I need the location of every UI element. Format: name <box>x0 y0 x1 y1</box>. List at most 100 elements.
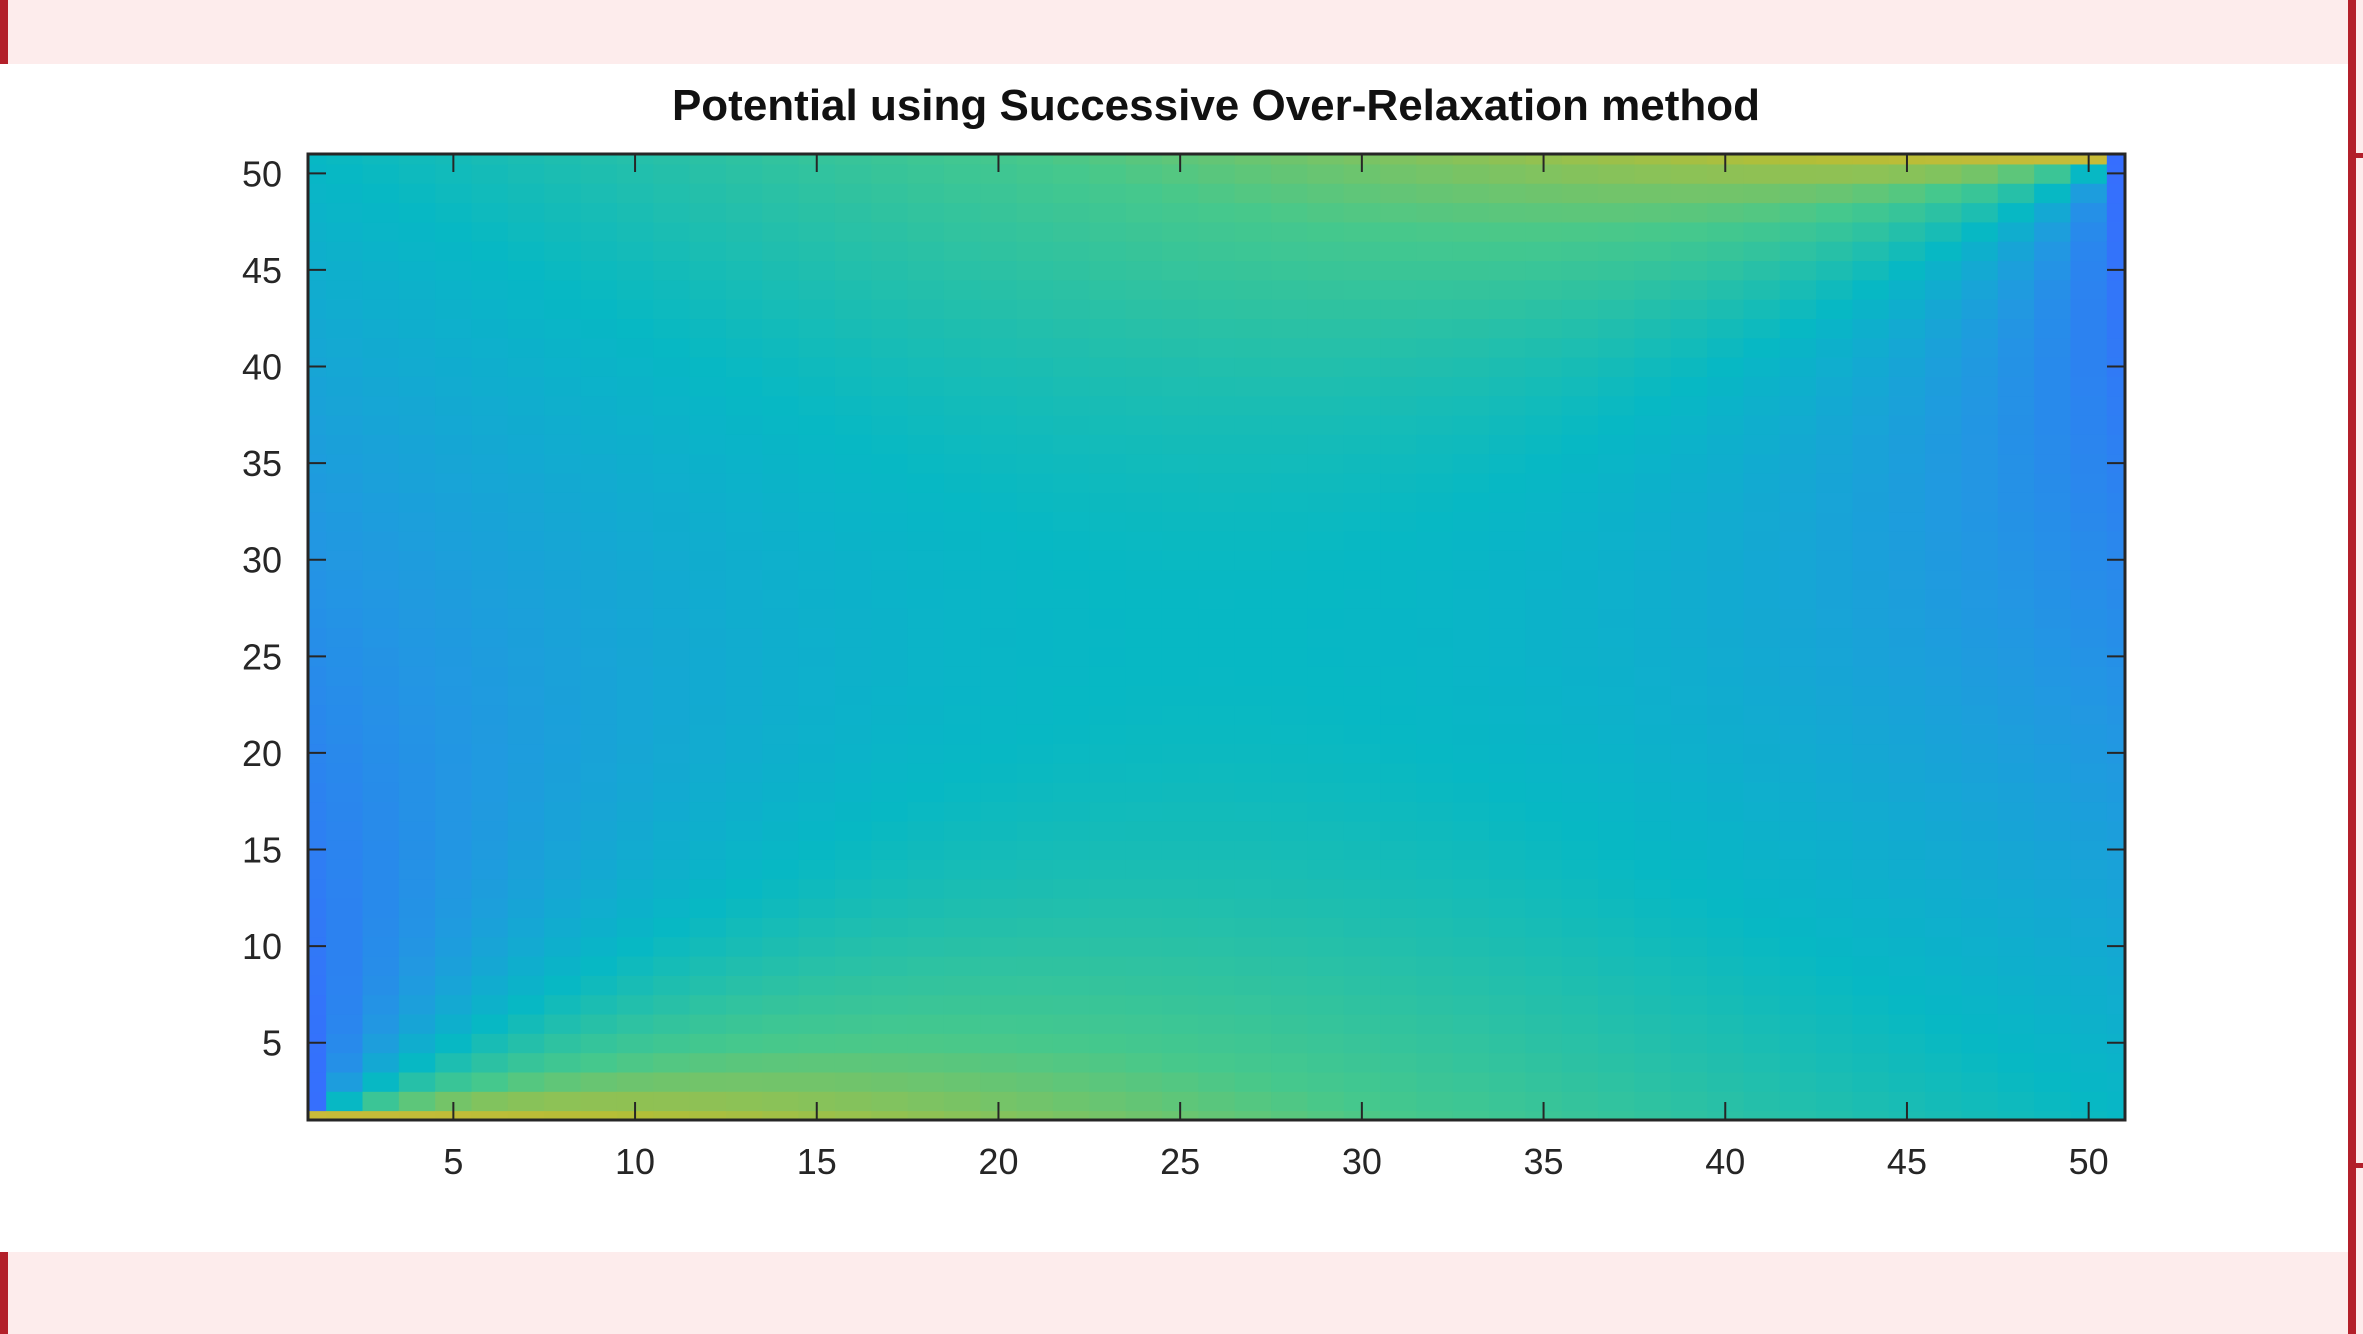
heatmap-cell <box>1670 704 1708 725</box>
heatmap-cell <box>1598 530 1636 551</box>
heatmap-cell <box>871 897 909 918</box>
heatmap-cell <box>1670 356 1708 377</box>
heatmap-cell <box>1634 1110 1672 1120</box>
heatmap-cell <box>689 453 727 474</box>
heatmap-cell <box>762 627 800 648</box>
heatmap-cell <box>616 1091 655 1112</box>
heatmap-cell <box>1307 627 1345 648</box>
heatmap-cell <box>1961 154 1999 165</box>
heatmap-cell <box>1016 569 1054 590</box>
heatmap-cell <box>871 1052 909 1073</box>
heatmap-cell <box>1852 704 1890 725</box>
x-tick-label: 25 <box>1160 1141 1200 1182</box>
heatmap-cell <box>1234 260 1272 281</box>
heatmap-cell <box>1525 182 1563 204</box>
heatmap-cell <box>1961 472 1999 493</box>
heatmap-cell <box>1234 859 1272 880</box>
heatmap-cell <box>1525 530 1563 551</box>
heatmap-cell <box>653 337 691 358</box>
heatmap-cell <box>1925 260 1963 281</box>
heatmap-cell <box>1452 704 1490 725</box>
heatmap-cell <box>1452 588 1490 609</box>
heatmap-cell <box>2070 453 2108 474</box>
heatmap-cell <box>2034 994 2072 1015</box>
heatmap-cell <box>1852 1033 1890 1054</box>
y-tick-label: 25 <box>242 636 282 677</box>
heatmap-cell <box>1089 318 1127 339</box>
heatmap-cell <box>871 453 909 474</box>
heatmap-cell <box>471 530 509 551</box>
heatmap-cell <box>1052 588 1091 609</box>
heatmap-cell <box>1525 704 1563 725</box>
heatmap-cell <box>834 154 873 165</box>
heatmap-cell <box>907 917 945 938</box>
heatmap-cell <box>2070 627 2108 648</box>
heatmap-cell <box>398 994 436 1015</box>
heatmap-cell <box>653 1013 691 1034</box>
heatmap-cell <box>1961 298 1999 320</box>
heatmap-cell <box>1452 414 1490 435</box>
heatmap-cell <box>689 897 727 918</box>
heatmap-cell <box>1743 723 1781 745</box>
heatmap-cell <box>308 994 327 1015</box>
heatmap-cell <box>1598 975 1636 996</box>
heatmap-cell <box>398 743 436 764</box>
heatmap-cell <box>1561 453 1599 474</box>
heatmap-cell <box>398 897 436 918</box>
heatmap-cell <box>980 936 1018 957</box>
heatmap-cell <box>907 1013 945 1034</box>
heatmap-cell <box>1743 917 1781 938</box>
heatmap-cell <box>1380 453 1418 474</box>
heatmap-cell <box>1852 221 1890 242</box>
heatmap-cell <box>1816 279 1854 300</box>
heatmap-cell <box>725 318 764 339</box>
heatmap-cell <box>1525 588 1563 609</box>
heatmap-cell <box>1743 955 1781 976</box>
heatmap-cell <box>1961 453 1999 474</box>
heatmap-cell <box>907 994 945 1015</box>
heatmap-cell <box>1271 704 1309 725</box>
heatmap-cell <box>1161 627 1200 648</box>
heatmap-cell <box>1816 936 1854 957</box>
heatmap-cell <box>308 665 327 687</box>
heatmap-cell <box>1343 182 1381 204</box>
heatmap-cell <box>653 550 691 571</box>
heatmap-cell <box>1779 569 1817 590</box>
heatmap-cell <box>1271 781 1309 803</box>
heatmap-cell <box>1489 550 1527 571</box>
heatmap-cell <box>1561 994 1599 1015</box>
heatmap-cell <box>1925 608 1963 629</box>
heatmap-cell <box>943 1013 982 1034</box>
heatmap-cell <box>1489 434 1527 455</box>
heatmap-cell <box>326 395 364 416</box>
heatmap-cell <box>1161 1013 1200 1034</box>
heatmap-cell <box>435 994 473 1015</box>
heatmap-cell <box>1307 955 1345 976</box>
heatmap-cell <box>1779 723 1817 745</box>
heatmap-cell <box>580 511 618 532</box>
heatmap-cell <box>398 414 436 435</box>
heatmap-cell <box>471 434 509 455</box>
heatmap-cell <box>798 202 836 223</box>
heatmap-cell <box>435 685 473 706</box>
heatmap-cell <box>1016 1110 1054 1120</box>
heatmap-cell <box>1779 240 1817 262</box>
heatmap-cell <box>980 569 1018 590</box>
heatmap-cell <box>871 994 909 1015</box>
heatmap-cell <box>907 202 945 223</box>
heatmap-cell <box>1198 781 1236 803</box>
heatmap-cell <box>762 897 800 918</box>
heatmap-cell <box>1452 356 1490 377</box>
heatmap-cell <box>762 492 800 513</box>
heatmap-cell <box>1380 723 1418 745</box>
heatmap-cell <box>1307 298 1345 320</box>
heatmap-cell <box>1634 434 1672 455</box>
heatmap-cell <box>398 569 436 590</box>
heatmap-cell <box>1307 260 1345 281</box>
heatmap-cell <box>580 588 618 609</box>
heatmap-cell <box>308 781 327 803</box>
heatmap-cell <box>1525 202 1563 223</box>
heatmap-cell <box>1234 279 1272 300</box>
heatmap-cell <box>762 994 800 1015</box>
heatmap-cell <box>471 1013 509 1034</box>
